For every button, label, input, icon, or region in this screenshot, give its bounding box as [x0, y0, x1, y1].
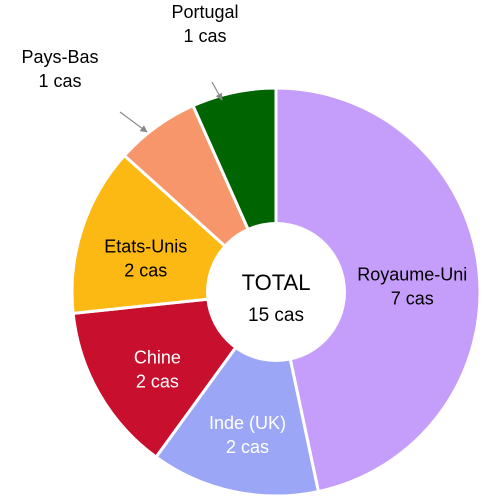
slice-value-label: 2 cas — [136, 371, 179, 391]
donut-hole — [206, 222, 346, 362]
slice-value-label: 2 cas — [226, 437, 269, 457]
slice-name: Pays-Bas — [21, 47, 98, 67]
slice-value-label: 1 cas — [183, 26, 226, 46]
slice-name: Inde (UK) — [209, 413, 286, 433]
slice-name: Chine — [134, 347, 181, 367]
slice — [274, 86, 482, 494]
slice-value-label: 7 cas — [391, 288, 434, 308]
center-title: TOTAL — [242, 270, 311, 295]
slice-name: Portugal — [171, 2, 238, 22]
callout-arrow — [119, 111, 148, 133]
slice-value-label: 1 cas — [38, 71, 81, 91]
callout-arrow — [211, 81, 223, 101]
slice-name: Etats-Unis — [104, 236, 187, 256]
slice-value-label: 2 cas — [124, 260, 167, 280]
slice-name: Royaume-Uni — [357, 264, 467, 284]
center-label: 15 cas — [248, 305, 304, 326]
